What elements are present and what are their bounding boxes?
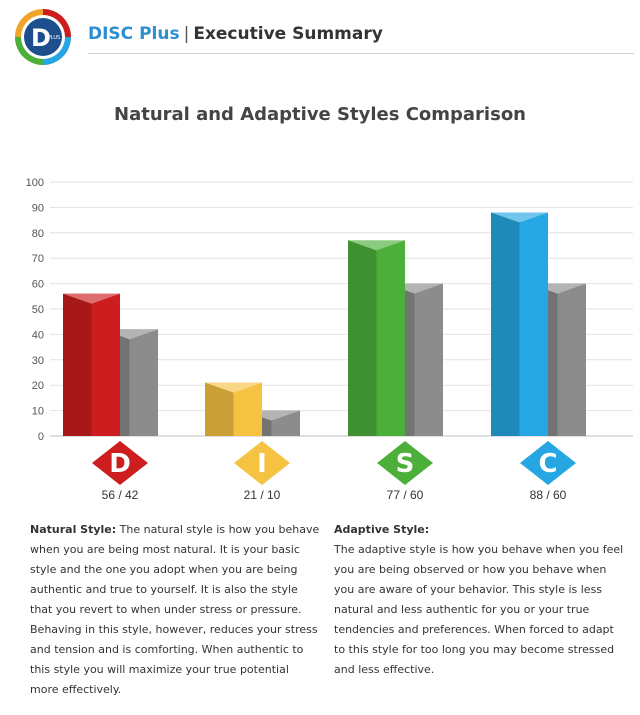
natural-bar-i xyxy=(205,382,262,436)
bar-top-face xyxy=(63,293,120,304)
title-separator: | xyxy=(183,24,190,44)
bar-top-face xyxy=(491,212,548,223)
chart-title: Natural and Adaptive Styles Comparison xyxy=(114,104,526,125)
bar-left-face xyxy=(348,240,377,436)
report-header: D PLUS DISC Plus | Executive Summary xyxy=(0,0,640,70)
bar-left-face xyxy=(491,212,520,436)
y-tick-label: 30 xyxy=(32,355,44,367)
category-diamond-i xyxy=(234,441,290,485)
category-diamond-c xyxy=(520,441,576,485)
adaptive-style-body: The adaptive style is how you behave whe… xyxy=(334,543,624,676)
brand-name: DISC Plus xyxy=(88,24,180,44)
value-label: 21 / 10 xyxy=(243,488,281,502)
y-tick-label: 0 xyxy=(38,431,44,443)
category-label: S xyxy=(396,449,415,479)
category-label: I xyxy=(257,449,267,479)
value-labels: 56 / 42 21 / 10 77 / 60 88 / 60 xyxy=(0,488,640,508)
adaptive-style-title: Adaptive Style: xyxy=(334,523,430,536)
logo-tag: PLUS xyxy=(48,35,60,41)
disc-plus-logo: D PLUS xyxy=(15,9,71,65)
category-diamond-d xyxy=(92,441,148,485)
bar-top-face xyxy=(205,382,262,393)
bar-right-face xyxy=(414,283,443,436)
y-tick-label: 80 xyxy=(32,228,44,240)
y-tick-label: 90 xyxy=(32,202,44,214)
natural-style-body: The natural style is how you behave when… xyxy=(30,523,320,696)
bar-right-face xyxy=(519,212,548,436)
category-label: C xyxy=(538,449,557,479)
natural-bar-s xyxy=(348,240,405,436)
bar-right-face xyxy=(557,283,586,436)
bar-left-face xyxy=(205,382,234,436)
section-name: Executive Summary xyxy=(193,24,383,44)
logo-letter: D xyxy=(31,24,51,52)
y-tick-label: 60 xyxy=(32,279,44,291)
bar-right-face xyxy=(233,382,262,436)
bar-right-face xyxy=(376,240,405,436)
bar-right-face xyxy=(91,293,120,436)
header-divider xyxy=(88,53,634,54)
natural-bar-d xyxy=(63,293,120,436)
page-title: DISC Plus | Executive Summary xyxy=(88,24,383,44)
y-tick-label: 50 xyxy=(32,304,44,316)
y-tick-label: 10 xyxy=(32,406,44,418)
bar-top-face xyxy=(348,240,405,251)
value-label: 77 / 60 xyxy=(386,488,424,502)
bar-right-face xyxy=(129,329,158,436)
bar-left-face xyxy=(63,293,92,436)
natural-style-description: Natural Style: The natural style is how … xyxy=(30,520,320,700)
natural-bar-c xyxy=(491,212,548,436)
category-diamond-s xyxy=(377,441,433,485)
value-label: 56 / 42 xyxy=(101,488,139,502)
category-label: D xyxy=(109,449,131,479)
natural-style-title: Natural Style: xyxy=(30,523,117,536)
styles-bar-chart: 0 10 20 30 40 50 60 70 80 90 100 D I S C xyxy=(26,177,633,485)
adaptive-style-description: Adaptive Style: The adaptive style is ho… xyxy=(334,520,624,680)
y-tick-label: 20 xyxy=(32,380,44,392)
y-tick-label: 70 xyxy=(32,253,44,265)
y-tick-label: 100 xyxy=(26,177,44,189)
y-tick-label: 40 xyxy=(32,329,44,341)
value-label: 88 / 60 xyxy=(529,488,567,502)
